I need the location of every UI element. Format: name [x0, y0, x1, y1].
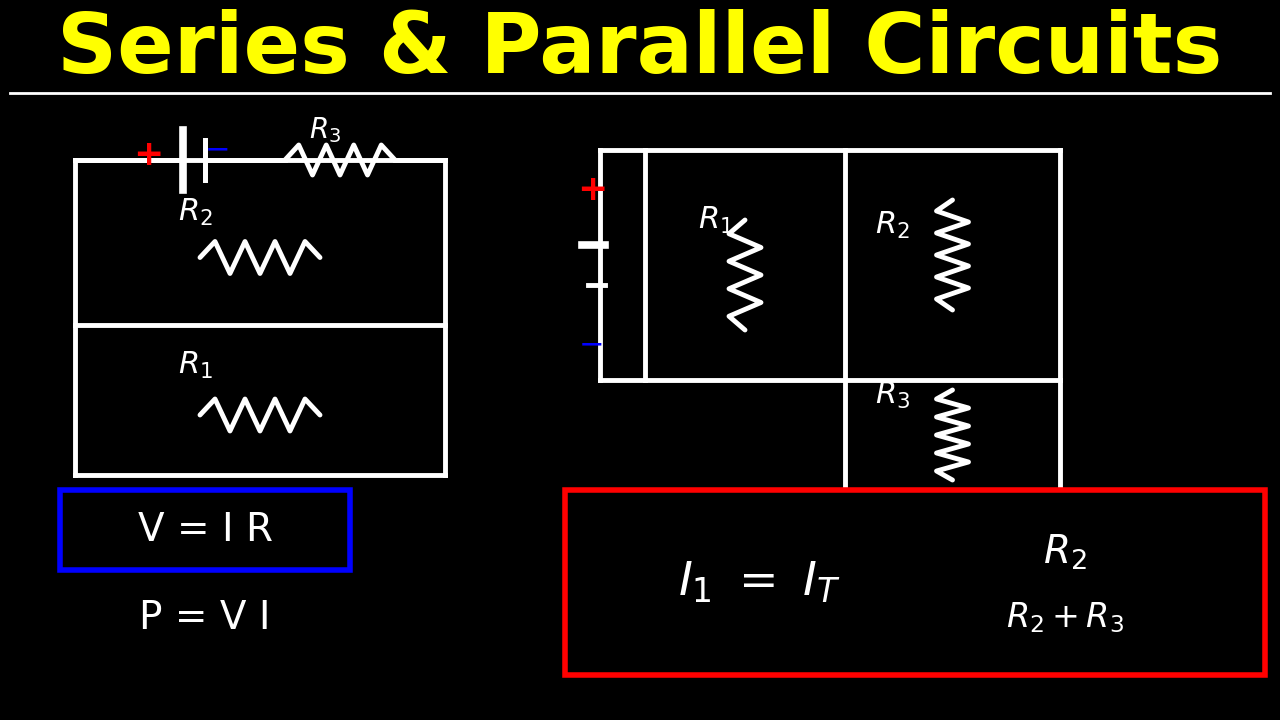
- Text: $R_2$: $R_2$: [178, 197, 212, 228]
- Text: $I_1\ =\ I_T$: $I_1\ =\ I_T$: [678, 559, 841, 606]
- Text: $R_3$: $R_3$: [876, 379, 910, 410]
- Text: +: +: [133, 138, 163, 172]
- Text: −: −: [205, 135, 230, 164]
- Text: $R_2$: $R_2$: [1043, 533, 1087, 572]
- Text: $R_2$: $R_2$: [876, 210, 910, 240]
- Text: $R_2+R_3$: $R_2+R_3$: [1006, 600, 1124, 635]
- Bar: [60, 490, 349, 570]
- Text: Series & Parallel Circuits: Series & Parallel Circuits: [58, 9, 1222, 91]
- Text: +: +: [577, 173, 607, 207]
- Text: $R_1$: $R_1$: [178, 349, 212, 381]
- Text: $R_3$: $R_3$: [308, 115, 340, 145]
- Text: V = I R: V = I R: [137, 511, 273, 549]
- Text: P = V I: P = V I: [140, 599, 271, 637]
- Text: $R_1$: $R_1$: [698, 204, 732, 235]
- Text: −: −: [580, 330, 604, 359]
- Bar: [564, 490, 1265, 675]
